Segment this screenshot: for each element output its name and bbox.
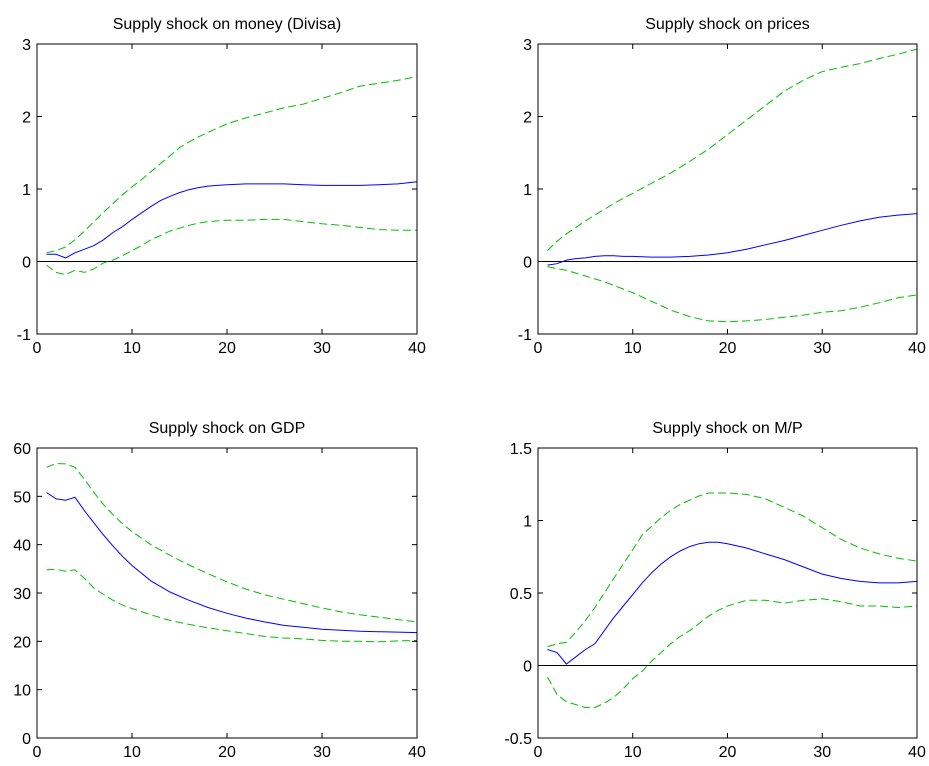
chart-panel-4: Supply shock on M/P0 10 20 30 40-0.500.511.5 (504, 420, 926, 761)
axis-box (537, 447, 918, 739)
y-tick-label: 1 (523, 182, 532, 199)
lower-band-line (46, 568, 418, 643)
x-tick-label: 30 (813, 744, 831, 761)
upper-band-line (547, 48, 918, 251)
y-tick-label: 1.5 (510, 441, 532, 458)
x-tick-label: 20 (719, 744, 737, 761)
lower-band-line (547, 266, 918, 323)
y-tick-label: -1 (17, 327, 31, 344)
x-tick-label: 10 (624, 340, 642, 357)
x-tick-label: 40 (408, 340, 426, 357)
x-tick-label: 40 (408, 744, 426, 761)
y-tick-label: 2 (523, 110, 532, 127)
y-tick-label: 50 (13, 489, 31, 506)
upper-band-line (46, 76, 418, 254)
chart-panel-3: Supply shock on GDP 0 10 20 30 40 0 10 20 30 40 50 6… (13, 420, 426, 761)
x-tick-label: 20 (218, 340, 236, 357)
response-line (547, 541, 918, 665)
y-tick-label: 1 (523, 514, 532, 531)
x-tick-label: 30 (313, 340, 331, 357)
chart-title: Supply shock on prices (645, 16, 810, 33)
axis-box (36, 447, 418, 739)
lower-band-line (46, 218, 417, 276)
chart-title: Supply shock on money (Divisa) (113, 16, 342, 33)
upper-band-line (46, 462, 418, 623)
chart-title: Supply shock on GDP (149, 420, 306, 437)
x-tick-label: 30 (813, 340, 831, 357)
axis-box (537, 43, 918, 335)
y-tick-label: 0 (22, 731, 31, 748)
y-tick-label: 3 (22, 37, 31, 54)
response-line (46, 492, 418, 634)
x-tick-label: 10 (624, 744, 642, 761)
y-tick-label: 0 (22, 255, 31, 272)
y-tick-label: 0 (523, 255, 532, 272)
y-tick-label: 40 (13, 538, 31, 555)
x-tick-label: 0 (33, 744, 42, 761)
y-tick-label: 3 (523, 37, 532, 54)
x-tick-label: 30 (313, 744, 331, 761)
y-tick-label: 30 (13, 586, 31, 603)
y-tick-label: 0 (523, 659, 532, 676)
x-tick-label: 20 (218, 744, 236, 761)
y-tick-label: 10 (13, 683, 31, 700)
x-tick-label: 10 (123, 340, 141, 357)
x-tick-label: 40 (908, 744, 926, 761)
y-tick-label: 60 (13, 441, 31, 458)
y-tick-label: 1 (22, 182, 31, 199)
y-tick-label: 2 (22, 110, 31, 127)
y-tick-label: -1 (518, 327, 532, 344)
axis-box (36, 43, 418, 335)
x-tick-label: 10 (123, 744, 141, 761)
x-tick-label: 0 (33, 340, 42, 357)
response-line (46, 181, 418, 259)
y-tick-label: -0.5 (504, 731, 532, 748)
y-tick-label: 0.5 (510, 586, 532, 603)
lower-band-line (547, 598, 918, 708)
x-tick-label: 0 (534, 744, 543, 761)
response-line (547, 213, 918, 266)
x-tick-label: 20 (719, 340, 737, 357)
upper-band-line (547, 492, 918, 648)
chart-panel-1: Supply shock on money (Divisa)0 10 20 30 40-… (17, 16, 426, 357)
x-tick-label: 0 (534, 340, 543, 357)
x-tick-label: 40 (908, 340, 926, 357)
chart-title: Supply shock on M/P (652, 420, 802, 437)
y-tick-label: 20 (13, 634, 31, 651)
